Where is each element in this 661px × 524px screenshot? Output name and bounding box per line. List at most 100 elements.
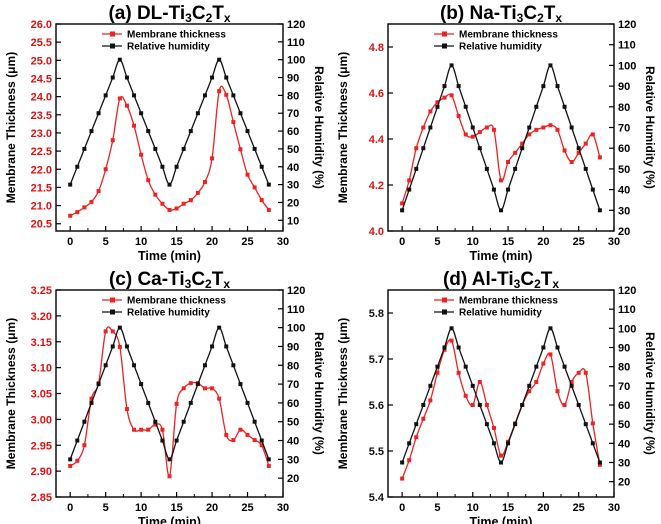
humidity-data-point [68, 182, 73, 187]
thickness-data-point [188, 381, 193, 386]
humidity-data-point [75, 438, 80, 443]
y-left-tick-label: 4.6 [369, 88, 384, 100]
y-right-tick-label: 90 [287, 73, 299, 85]
thickness-data-point [583, 370, 588, 375]
thickness-data-point [195, 190, 200, 195]
thickness-data-point [428, 398, 433, 403]
x-tick-label: 5 [103, 502, 109, 514]
y-right-tick-label: 20 [287, 473, 299, 485]
humidity-data-point [477, 403, 482, 407]
legend-label: Membrane thickness [127, 296, 226, 307]
y-right-tick-label: 120 [287, 19, 305, 31]
humidity-data-point [555, 345, 560, 350]
title-subscript: x [223, 277, 230, 291]
y-right-tick-label: 20 [618, 477, 630, 489]
y-left-tick-label: 4.4 [369, 134, 385, 146]
y-right-tick-label: 120 [287, 285, 305, 297]
y-right-tick-label: 100 [618, 323, 636, 335]
humidity-data-point [499, 208, 503, 213]
humidity-data-point [513, 166, 518, 171]
humidity-data-point [181, 419, 186, 424]
title-text: (c) Ca-Ti [109, 269, 185, 290]
legend-label: Relative humidity [459, 308, 542, 319]
y-right-tick-label: 70 [618, 381, 630, 393]
y-left-tick-label: 3.00 [31, 414, 52, 426]
thickness-data-point [132, 427, 137, 432]
legend-marker [110, 309, 115, 315]
title-text: T [541, 269, 553, 290]
humidity-series-line [69, 59, 270, 186]
thickness-data-point [541, 361, 546, 366]
humidity-data-point [96, 111, 101, 116]
humidity-data-point [174, 164, 179, 169]
thickness-data-point [435, 100, 440, 105]
y-left-tick-label: 5.6 [369, 400, 384, 412]
thickness-data-point [499, 178, 503, 183]
x-tick-label: 10 [467, 236, 479, 248]
thickness-data-point [210, 386, 215, 391]
thickness-data-point [597, 155, 602, 160]
humidity-data-point [456, 84, 461, 89]
humidity-data-point [146, 129, 151, 134]
humidity-data-point [597, 208, 602, 213]
y-right-tick-label: 70 [287, 379, 299, 391]
humidity-data-point [202, 363, 207, 368]
humidity-data-point [188, 129, 193, 134]
legend-marker [442, 309, 447, 315]
y-right-tick-label: 80 [618, 102, 630, 114]
humidity-data-point [477, 146, 482, 151]
y-right-tick-label: 120 [618, 285, 636, 297]
thickness-data-point [160, 427, 165, 432]
humidity-data-point [400, 460, 405, 465]
x-tick-label: 20 [206, 502, 218, 514]
thickness-data-point [463, 132, 468, 137]
y-right-tick-label: 70 [618, 123, 630, 135]
thickness-data-point [89, 199, 94, 204]
y-right-tick-label: 30 [618, 458, 630, 470]
x-tick-label: 0 [399, 236, 405, 248]
thickness-series-line [401, 339, 601, 479]
thickness-data-point [506, 160, 511, 164]
thickness-data-point [583, 141, 588, 146]
thickness-data-point [456, 370, 461, 375]
thickness-data-point [124, 407, 129, 412]
y-left-tick-label: 24.0 [31, 92, 52, 104]
y-right-tick-label: 120 [618, 19, 636, 31]
humidity-data-point [520, 403, 525, 407]
x-axis-label: Time (min) [138, 515, 201, 524]
thickness-data-point [188, 198, 193, 203]
x-tick-label: 15 [502, 502, 514, 514]
humidity-data-point [195, 382, 200, 387]
thickness-data-point [569, 160, 574, 164]
thickness-data-point [555, 389, 560, 394]
humidity-data-point [590, 187, 595, 192]
thickness-data-point [266, 207, 271, 212]
thickness-data-point [520, 141, 525, 146]
title-subscript: x [224, 11, 231, 25]
y-right-tick-label: 90 [287, 341, 299, 353]
humidity-data-point [266, 457, 271, 462]
title-text: (a) DL-Ti [108, 3, 185, 24]
title-subscript: 2 [206, 11, 213, 25]
thickness-data-point [252, 438, 257, 443]
y-right-tick-label: 50 [287, 417, 299, 429]
humidity-data-point [491, 187, 496, 192]
thickness-data-point [174, 206, 179, 211]
thickness-data-point [139, 152, 144, 157]
humidity-data-point [541, 345, 546, 350]
thickness-data-point [266, 463, 271, 468]
thickness-data-point [470, 403, 475, 407]
thickness-data-point [456, 114, 461, 118]
title-text: C [191, 269, 205, 290]
humidity-data-point [414, 166, 419, 171]
humidity-data-point [139, 382, 144, 387]
y-right-tick-label: 100 [618, 60, 636, 72]
thickness-data-point [548, 352, 553, 357]
legend-label: Relative humidity [127, 308, 210, 319]
thickness-data-point [160, 201, 165, 206]
humidity-data-point [124, 75, 129, 80]
humidity-data-point [491, 441, 496, 446]
y-right-axis-label: Relative Humidity (%) [312, 66, 326, 189]
title-text: T [212, 269, 224, 290]
y-right-tick-label: 70 [287, 108, 299, 120]
